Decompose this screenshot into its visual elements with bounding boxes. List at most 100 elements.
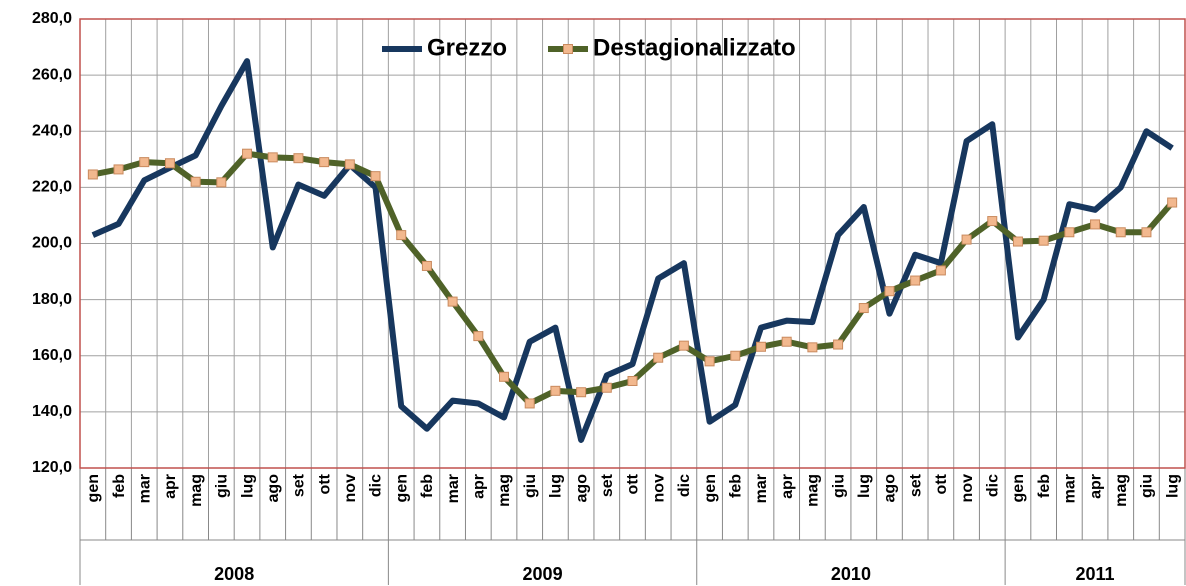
year-label: 2011 <box>1076 564 1115 584</box>
x-tick-label: dic <box>676 474 693 497</box>
x-tick-label: ago <box>882 474 899 503</box>
marker <box>1012 236 1023 247</box>
marker <box>524 398 535 409</box>
x-tick-label: mag <box>1113 474 1130 507</box>
y-tick-label: 220,0 <box>32 179 72 196</box>
x-tick-label: mar <box>1062 474 1079 503</box>
marker <box>781 336 792 347</box>
x-tick-label: ott <box>625 473 642 494</box>
x-tick-label: lug <box>239 474 256 498</box>
x-tick-label: feb <box>419 474 436 498</box>
marker <box>242 148 253 159</box>
marker <box>730 350 741 361</box>
x-tick-label: feb <box>728 474 745 498</box>
marker <box>267 152 278 163</box>
marker <box>755 341 766 352</box>
marker <box>139 157 150 168</box>
marker <box>1141 227 1152 238</box>
x-tick-label: apr <box>162 474 179 499</box>
marker <box>678 340 689 351</box>
marker <box>910 275 921 286</box>
year-label: 2009 <box>523 564 563 584</box>
marker <box>499 371 510 382</box>
y-tick-label: 280,0 <box>32 10 72 27</box>
marker <box>704 356 715 367</box>
x-tick-label: gen <box>1010 474 1027 502</box>
plot-border <box>79 18 1186 469</box>
x-tick-label: set <box>907 473 924 497</box>
x-tick-label: set <box>291 473 308 497</box>
x-tick-label: apr <box>1087 474 1104 499</box>
x-tick-label: feb <box>111 474 128 498</box>
x-tick-label: apr <box>779 474 796 499</box>
x-tick-label: dic <box>984 474 1001 497</box>
legend-label: Destagionalizzato <box>593 34 796 61</box>
x-tick-label: nov <box>342 474 359 503</box>
marker <box>550 385 561 396</box>
year-label: 2008 <box>214 564 254 584</box>
marker <box>987 216 998 227</box>
marker <box>473 331 484 342</box>
marker <box>1115 227 1126 238</box>
x-tick-label: feb <box>1036 474 1053 498</box>
x-tick-label: mag <box>805 474 822 507</box>
marker <box>858 303 869 314</box>
x-tick-label: lug <box>548 474 565 498</box>
marker <box>807 342 818 353</box>
legend-marker <box>563 44 573 54</box>
x-tick-label: giu <box>1139 474 1156 498</box>
x-tick-label: ago <box>573 474 590 503</box>
marker <box>421 260 432 271</box>
marker <box>653 352 664 363</box>
marker <box>1167 197 1178 208</box>
y-tick-label: 200,0 <box>32 235 72 252</box>
series-line <box>91 58 1174 443</box>
marker <box>293 153 304 164</box>
x-tick-label: nov <box>959 474 976 503</box>
marker <box>190 176 201 187</box>
marker <box>1064 227 1075 238</box>
marker <box>884 286 895 297</box>
marker <box>961 234 972 245</box>
x-tick-label: mag <box>188 474 205 507</box>
marker <box>833 339 844 350</box>
x-tick-label: gen <box>85 474 102 502</box>
y-tick-label: 140,0 <box>32 403 72 420</box>
x-tick-label: mar <box>136 474 153 503</box>
y-tick-label: 160,0 <box>32 347 72 364</box>
marker <box>627 376 638 387</box>
marker <box>396 230 407 241</box>
x-tick-label: dic <box>368 474 385 497</box>
marker <box>370 171 381 182</box>
x-tick-label: ott <box>316 473 333 494</box>
marker <box>601 382 612 393</box>
x-tick-label: lug <box>856 474 873 498</box>
y-tick-label: 120,0 <box>32 459 72 476</box>
y-tick-label: 180,0 <box>32 291 72 308</box>
year-label: 2010 <box>831 564 871 584</box>
x-tick-label: gen <box>393 474 410 502</box>
x-tick-label: mar <box>753 474 770 503</box>
x-tick-label: apr <box>471 474 488 499</box>
legend-label: Grezzo <box>427 34 507 61</box>
marker <box>164 158 175 169</box>
marker <box>447 296 458 307</box>
marker <box>113 164 124 175</box>
x-tick-label: mag <box>496 474 513 507</box>
marker <box>1090 219 1101 230</box>
x-tick-label: giu <box>522 474 539 498</box>
x-tick-label: giu <box>214 474 231 498</box>
x-tick-label: ago <box>265 474 282 503</box>
marker <box>344 159 355 170</box>
x-tick-label: ott <box>933 473 950 494</box>
marker <box>935 265 946 276</box>
x-tick-label: giu <box>830 474 847 498</box>
x-tick-label: mar <box>445 474 462 503</box>
x-tick-label: set <box>599 473 616 497</box>
marker <box>216 177 227 188</box>
marker <box>319 157 330 168</box>
x-tick-label: nov <box>650 474 667 503</box>
y-tick-label: 260,0 <box>32 66 72 83</box>
marker <box>87 169 98 180</box>
